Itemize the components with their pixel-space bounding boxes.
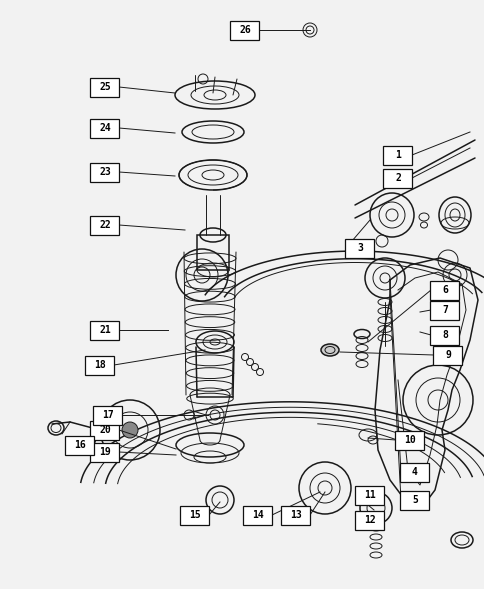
- FancyBboxPatch shape: [345, 239, 374, 257]
- Text: 13: 13: [289, 510, 301, 520]
- FancyBboxPatch shape: [281, 505, 310, 524]
- FancyBboxPatch shape: [430, 300, 458, 319]
- FancyBboxPatch shape: [230, 21, 259, 39]
- Text: 5: 5: [411, 495, 417, 505]
- FancyBboxPatch shape: [91, 421, 119, 439]
- Text: 21: 21: [99, 325, 111, 335]
- FancyBboxPatch shape: [91, 442, 119, 462]
- Text: 8: 8: [441, 330, 447, 340]
- Text: 2: 2: [394, 173, 400, 183]
- FancyBboxPatch shape: [433, 346, 462, 365]
- Bar: [197, 235, 228, 270]
- Text: 25: 25: [99, 82, 111, 92]
- FancyBboxPatch shape: [355, 511, 384, 530]
- Text: 20: 20: [99, 425, 111, 435]
- FancyBboxPatch shape: [400, 491, 429, 509]
- FancyBboxPatch shape: [91, 163, 119, 181]
- FancyBboxPatch shape: [430, 326, 458, 345]
- Circle shape: [122, 422, 138, 438]
- FancyBboxPatch shape: [91, 78, 119, 97]
- FancyBboxPatch shape: [400, 462, 429, 481]
- Text: 17: 17: [102, 410, 114, 420]
- FancyBboxPatch shape: [91, 320, 119, 339]
- Text: 22: 22: [99, 220, 111, 230]
- Text: 16: 16: [74, 440, 86, 450]
- FancyBboxPatch shape: [394, 431, 424, 449]
- FancyBboxPatch shape: [383, 145, 412, 164]
- FancyBboxPatch shape: [65, 435, 94, 455]
- Text: 6: 6: [441, 285, 447, 295]
- Text: 4: 4: [411, 467, 417, 477]
- Text: 1: 1: [394, 150, 400, 160]
- Text: 12: 12: [363, 515, 375, 525]
- FancyBboxPatch shape: [430, 280, 458, 299]
- FancyBboxPatch shape: [243, 505, 272, 524]
- Text: 9: 9: [444, 350, 450, 360]
- Text: 3: 3: [356, 243, 362, 253]
- Text: 24: 24: [99, 123, 111, 133]
- FancyBboxPatch shape: [93, 405, 122, 425]
- Ellipse shape: [320, 344, 338, 356]
- FancyBboxPatch shape: [91, 216, 119, 234]
- Text: 14: 14: [252, 510, 263, 520]
- FancyBboxPatch shape: [91, 118, 119, 137]
- Text: 18: 18: [94, 360, 106, 370]
- Text: 7: 7: [441, 305, 447, 315]
- Text: 11: 11: [363, 490, 375, 500]
- Text: 23: 23: [99, 167, 111, 177]
- FancyBboxPatch shape: [383, 168, 412, 187]
- FancyBboxPatch shape: [85, 356, 114, 375]
- FancyBboxPatch shape: [180, 505, 209, 524]
- FancyBboxPatch shape: [355, 485, 384, 505]
- Text: 19: 19: [99, 447, 111, 457]
- Text: 26: 26: [239, 25, 250, 35]
- Text: 10: 10: [403, 435, 415, 445]
- Text: 15: 15: [189, 510, 200, 520]
